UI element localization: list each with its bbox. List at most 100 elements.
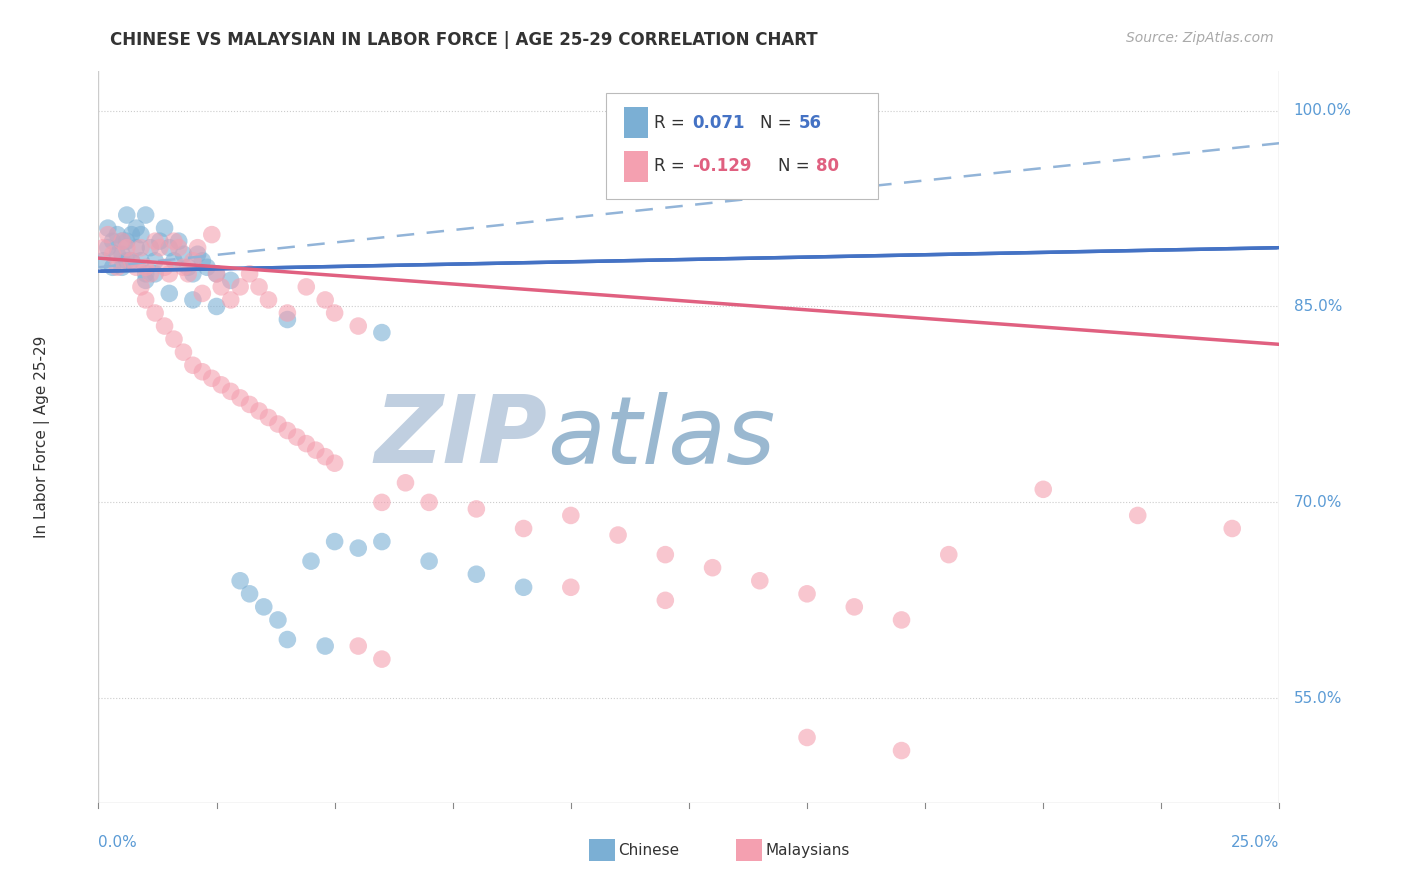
Point <box>111 260 134 275</box>
Point <box>115 241 138 255</box>
Text: N =: N = <box>759 113 797 131</box>
Point <box>191 253 214 268</box>
Point <box>890 613 912 627</box>
Point <box>465 502 488 516</box>
Point <box>191 286 214 301</box>
Point <box>97 241 120 255</box>
Point <box>172 247 194 261</box>
Point <box>201 371 224 385</box>
Point <box>177 260 200 275</box>
Point <box>844 599 866 614</box>
Point <box>257 410 280 425</box>
Point <box>105 227 128 242</box>
Point <box>560 580 582 594</box>
Text: R =: R = <box>654 113 689 131</box>
Point <box>153 221 176 235</box>
Point <box>139 267 162 281</box>
Point <box>205 300 228 314</box>
Point <box>111 234 134 248</box>
Point <box>1220 521 1243 535</box>
Point <box>105 260 128 275</box>
Point <box>276 632 298 647</box>
Point <box>97 221 120 235</box>
Point <box>418 495 440 509</box>
Text: Chinese: Chinese <box>619 843 679 858</box>
Point <box>157 286 180 301</box>
Point <box>172 345 194 359</box>
Text: In Labor Force | Age 25-29: In Labor Force | Age 25-29 <box>34 336 49 538</box>
Point <box>1126 508 1149 523</box>
Point <box>267 613 290 627</box>
Point <box>163 332 186 346</box>
Text: 100.0%: 100.0% <box>1294 103 1351 118</box>
Point <box>394 475 416 490</box>
Text: 56: 56 <box>799 113 821 131</box>
Point <box>135 293 157 307</box>
Text: CHINESE VS MALAYSIAN IN LABOR FORCE | AGE 25-29 CORRELATION CHART: CHINESE VS MALAYSIAN IN LABOR FORCE | AG… <box>110 31 818 49</box>
Point <box>187 241 209 255</box>
Point <box>512 521 534 535</box>
Point <box>465 567 488 582</box>
Point <box>239 267 262 281</box>
Point <box>418 554 440 568</box>
Point <box>101 260 124 275</box>
Point <box>209 280 232 294</box>
Text: atlas: atlas <box>547 392 776 483</box>
Point <box>938 548 960 562</box>
Bar <box>737 839 762 862</box>
Point <box>181 267 204 281</box>
Point <box>371 652 394 666</box>
Point <box>181 253 204 268</box>
Point <box>97 227 120 242</box>
Point <box>135 208 157 222</box>
Text: R =: R = <box>654 158 689 176</box>
Point <box>253 599 276 614</box>
Point <box>276 312 298 326</box>
Point <box>149 241 172 255</box>
Point <box>285 430 308 444</box>
Point <box>125 260 148 275</box>
Point <box>143 234 166 248</box>
Point <box>314 639 336 653</box>
Point <box>295 436 318 450</box>
Point <box>125 221 148 235</box>
Point <box>702 560 724 574</box>
Text: 80: 80 <box>817 158 839 176</box>
Point <box>129 241 152 255</box>
Point <box>512 580 534 594</box>
Text: 70.0%: 70.0% <box>1294 495 1341 510</box>
Point <box>257 293 280 307</box>
Text: 25.0%: 25.0% <box>1232 836 1279 850</box>
Text: -0.129: -0.129 <box>693 158 752 176</box>
Point <box>229 391 252 405</box>
Point <box>796 587 818 601</box>
Point <box>143 306 166 320</box>
Text: 85.0%: 85.0% <box>1294 299 1341 314</box>
Point <box>135 267 157 281</box>
Point <box>323 306 346 320</box>
Point <box>314 293 336 307</box>
Point <box>129 253 152 268</box>
Point <box>111 247 134 261</box>
Point <box>239 397 262 411</box>
Point <box>560 508 582 523</box>
Point <box>295 280 318 294</box>
Point <box>91 253 114 268</box>
Point <box>163 253 186 268</box>
Point <box>305 443 328 458</box>
Point <box>167 234 190 248</box>
Point <box>105 247 128 261</box>
Text: 55.0%: 55.0% <box>1294 690 1341 706</box>
Point <box>129 280 152 294</box>
Point <box>101 247 124 261</box>
Point <box>191 365 214 379</box>
Point <box>177 267 200 281</box>
Point <box>201 227 224 242</box>
Point <box>607 528 630 542</box>
Point <box>115 208 138 222</box>
Point <box>229 574 252 588</box>
Point <box>163 234 186 248</box>
Point <box>796 731 818 745</box>
Text: Malaysians: Malaysians <box>766 843 851 858</box>
Point <box>247 404 270 418</box>
